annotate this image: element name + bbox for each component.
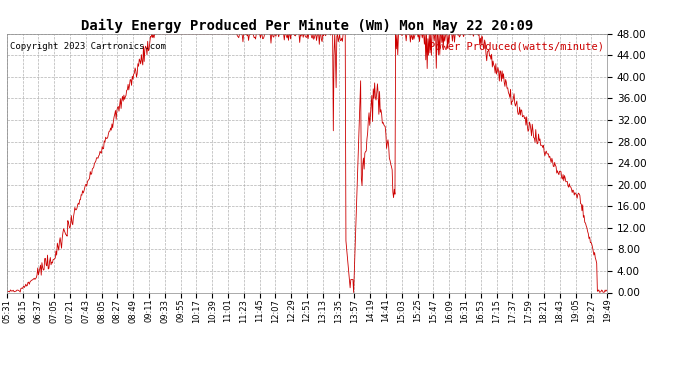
Title: Daily Energy Produced Per Minute (Wm) Mon May 22 20:09: Daily Energy Produced Per Minute (Wm) Mo… <box>81 18 533 33</box>
Text: Power Produced(watts/minute): Power Produced(watts/minute) <box>429 42 604 51</box>
Text: Copyright 2023 Cartronics.com: Copyright 2023 Cartronics.com <box>10 42 166 51</box>
